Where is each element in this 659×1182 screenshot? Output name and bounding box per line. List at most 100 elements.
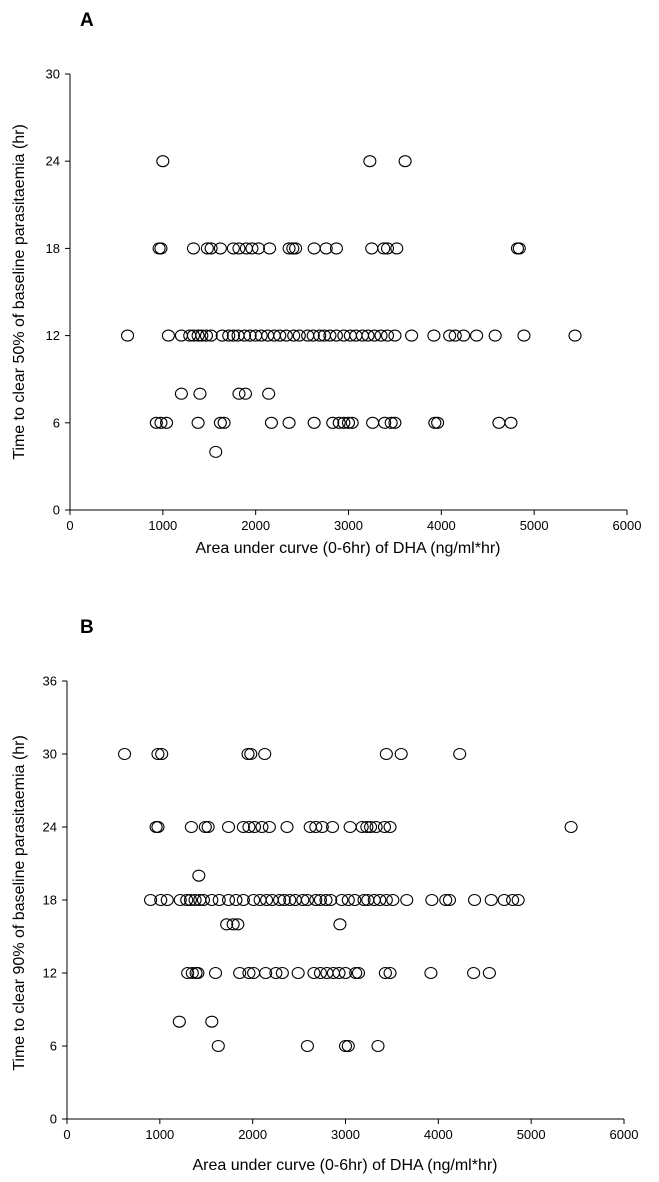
panel-a-data-point	[199, 329, 214, 342]
panel-a-data-point	[279, 329, 293, 342]
panel-a-data-point	[204, 242, 218, 255]
panel-b-data-point	[309, 893, 323, 907]
panel-b-data-point	[208, 966, 223, 980]
panel-a-data-point	[149, 416, 163, 429]
panel-a-data-point	[307, 242, 321, 255]
panel-a-data-point	[488, 329, 502, 342]
panel-b-data-point	[364, 820, 378, 834]
panel-b-data-point	[191, 966, 205, 980]
panel-a-data-point	[492, 416, 506, 429]
panel-b-data-point	[247, 893, 261, 907]
panel-b-data-point	[198, 820, 212, 834]
panel-a-data-point	[388, 329, 402, 342]
panel-b-data-point	[205, 893, 219, 907]
panel-b-data-point	[201, 820, 215, 834]
panel-a-scatter-chart: A 0 6 12 18 24 30 0 1000 2000 3000 4000 5000 6000 A…	[11, 10, 641, 557]
panel-a-data-point	[337, 416, 351, 429]
panel-a-data-point	[398, 155, 412, 168]
panel-a-data-point	[448, 329, 462, 342]
panel-b-data-point	[211, 1039, 225, 1053]
panel-b-data-point	[371, 1039, 385, 1053]
panel-b-data-point	[283, 893, 297, 907]
panel-a-x-tick-label: 1000	[148, 518, 177, 533]
panel-a-data-point	[209, 445, 223, 458]
panel-a-data-point	[262, 387, 276, 400]
panel-a-data-points	[121, 155, 582, 458]
panel-b-letter: B	[80, 617, 94, 638]
panel-b-data-point	[144, 893, 158, 907]
panel-b-data-point	[383, 820, 397, 834]
panel-a-data-point	[366, 416, 380, 429]
panel-b-data-point	[255, 820, 269, 834]
panel-b-data-point	[394, 747, 408, 761]
panel-a-y-axis-title: Time to clear 50% of baseline parasitaem…	[11, 124, 28, 460]
panel-a-x-tick-label: 5000	[520, 518, 549, 533]
panel-a-data-point	[238, 387, 253, 400]
panel-b-data-point	[185, 966, 199, 980]
panel-a-data-point	[222, 329, 236, 342]
panel-a-y-ticks: 0 6 12 18 24 30	[46, 67, 70, 518]
panel-a-x-tick-label: 0	[66, 518, 73, 533]
panel-b-data-point	[196, 893, 211, 907]
panel-a-data-point	[254, 329, 268, 342]
panel-a-data-point	[457, 329, 471, 342]
panel-a-data-point	[329, 242, 343, 255]
panel-a-data-point	[174, 387, 188, 400]
panel-a-y-tick-label: 6	[53, 415, 60, 430]
panel-a-data-point	[286, 242, 300, 255]
panel-a-data-point	[226, 329, 240, 342]
panel-b-data-point	[277, 893, 291, 907]
panel-b-data-point	[453, 747, 467, 761]
panel-a-data-point	[287, 329, 301, 342]
panel-b-y-tick-label: 30	[43, 747, 57, 762]
panel-b-data-point	[335, 893, 349, 907]
panel-a-data-point	[204, 329, 218, 342]
panel-a-data-point	[431, 416, 445, 429]
panel-b-data-point	[296, 893, 310, 907]
panel-a-x-tick-label: 3000	[334, 518, 363, 533]
panel-b-x-tick-label: 1000	[145, 1127, 174, 1142]
panel-b-data-point	[151, 820, 165, 834]
panel-a-data-point	[154, 416, 168, 429]
panel-b-data-point	[307, 966, 321, 980]
panel-b-x-tick-label: 4000	[424, 1127, 453, 1142]
panel-b-data-point	[226, 918, 240, 931]
panel-b-data-point	[369, 820, 383, 834]
panel-b-data-point	[341, 893, 355, 907]
panel-a-y-tick-label: 24	[46, 154, 60, 169]
panel-a-y-tick-label: 12	[46, 328, 60, 343]
panel-b-data-point	[379, 893, 393, 907]
panel-b-data-point	[244, 747, 258, 761]
panel-a-data-point	[377, 242, 391, 255]
panel-b-data-point	[439, 893, 453, 907]
panel-b-data-point	[242, 820, 256, 834]
panel-b-data-point	[506, 893, 520, 907]
panel-b-data-point	[233, 966, 247, 980]
panel-b-data-points	[118, 747, 578, 1053]
panel-a-data-point	[217, 416, 231, 429]
panel-b-data-point	[341, 1039, 355, 1053]
panel-a-data-point	[313, 329, 327, 342]
panel-b-data-point	[313, 893, 327, 907]
panel-a-data-point	[121, 329, 135, 342]
panel-a-data-point	[341, 416, 356, 429]
panel-b-data-point	[442, 893, 457, 907]
panel-a-data-point	[215, 329, 229, 342]
panel-a-data-point	[512, 242, 526, 255]
panel-a-data-point	[326, 416, 340, 429]
panel-a-data-point	[306, 329, 320, 342]
panel-b-data-point	[467, 966, 481, 980]
panel-a-data-point	[319, 242, 333, 255]
panel-b-data-point	[212, 893, 226, 907]
panel-a-data-point	[363, 155, 377, 168]
panel-a-data-point	[504, 416, 518, 429]
panel-b-data-point	[325, 820, 340, 834]
panel-a-data-point	[213, 242, 227, 255]
panel-b-data-point	[236, 820, 250, 834]
panel-a-data-point	[380, 242, 395, 255]
panel-b-data-point	[467, 893, 482, 907]
panel-b-data-point	[378, 966, 392, 980]
panel-b-data-point	[383, 966, 397, 980]
panel-b-data-point	[181, 966, 195, 980]
panel-b-y-tick-label: 0	[50, 1112, 57, 1127]
